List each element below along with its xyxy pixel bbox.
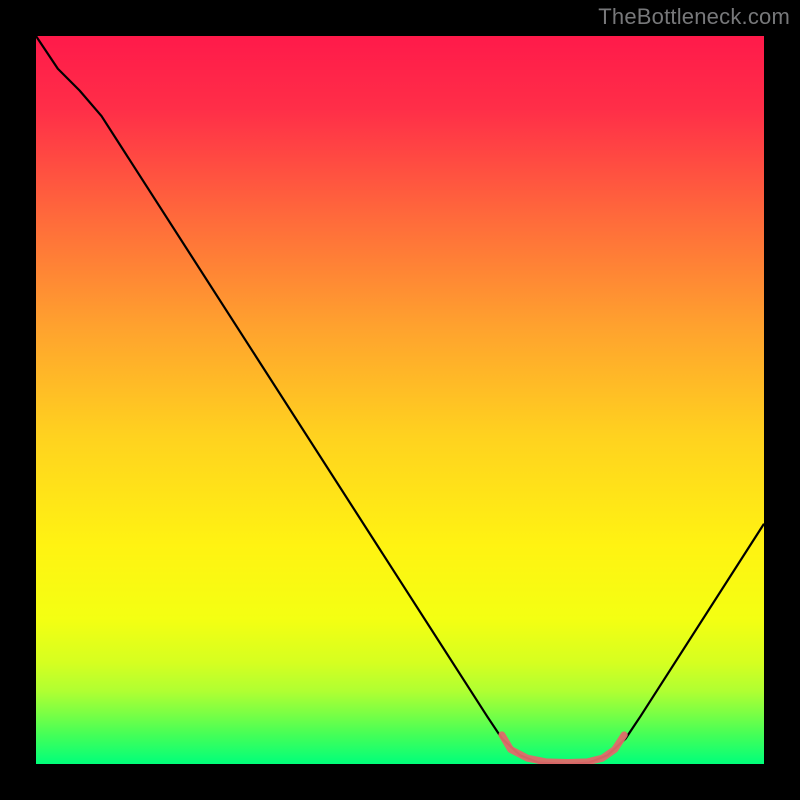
chart-frame: TheBottleneck.com (0, 0, 800, 800)
gradient-background (36, 36, 764, 764)
attribution-text: TheBottleneck.com (598, 4, 790, 30)
bottleneck-chart (36, 36, 764, 764)
plot-area (36, 36, 764, 764)
